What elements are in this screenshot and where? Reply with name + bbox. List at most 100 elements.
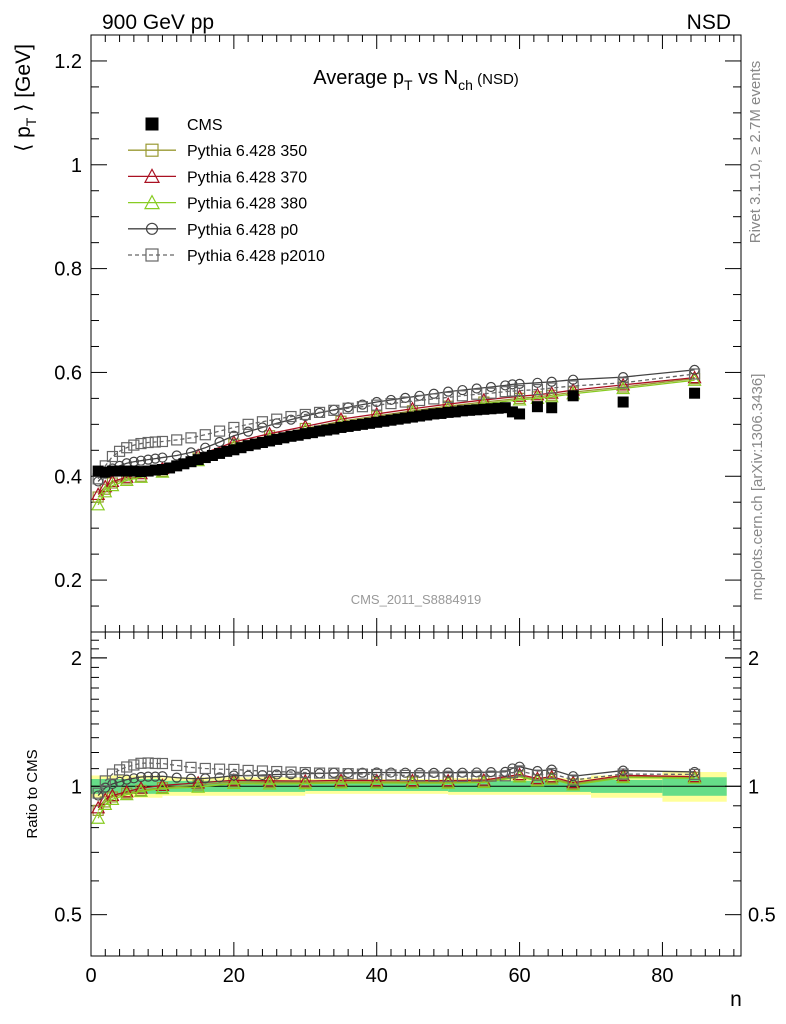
series-4-ratio-marker xyxy=(285,766,297,778)
rivet-version-label: Rivet 3.1.10, ≥ 2.7M events xyxy=(747,61,764,244)
series-1-ratio-marker xyxy=(226,772,241,786)
series-4-ratio-marker xyxy=(399,769,411,781)
series-3-marker xyxy=(143,454,154,465)
series-4-marker xyxy=(285,410,297,423)
series-3-marker xyxy=(157,452,168,463)
series-4-marker xyxy=(546,382,558,394)
series-1-ratio-marker xyxy=(105,788,120,802)
analysis-watermark: CMS_2011_S8884919 xyxy=(351,592,482,607)
legend-marker-3 xyxy=(143,194,161,210)
series-4-marker xyxy=(299,408,311,421)
ratio-y-tick-label-right: 2 xyxy=(748,648,759,670)
series-1-ratio-marker xyxy=(616,768,631,781)
series-3-ratio-marker xyxy=(157,771,168,782)
series-2-marker xyxy=(91,497,106,511)
series-3-ratio-marker xyxy=(185,773,197,784)
series-4-ratio-marker xyxy=(356,768,369,780)
series-4-ratio-marker xyxy=(506,767,519,779)
cms-point xyxy=(514,408,526,420)
series-3-ratio-marker xyxy=(135,771,147,783)
series-3-marker xyxy=(135,455,147,466)
y-tick-label: 0.8 xyxy=(54,259,82,281)
series-2-ratio-marker xyxy=(687,770,702,784)
series-4-marker xyxy=(242,418,254,430)
series-4-marker xyxy=(271,413,283,425)
series-2-ratio-marker xyxy=(119,787,134,801)
series-4-ratio-marker xyxy=(106,768,119,780)
cms-point xyxy=(531,401,543,413)
x-axis: 0 20 40 60 80 xyxy=(85,35,735,987)
series-1-ratio-marker xyxy=(119,784,134,798)
series-3-marker xyxy=(443,386,454,397)
series-4-ratio-marker xyxy=(142,757,154,769)
series-4-ratio-marker xyxy=(156,757,169,770)
series-1-ratio-marker xyxy=(298,773,313,787)
y-tick-label: 0.6 xyxy=(54,362,82,384)
ratio-y-tick-label-right: 0.5 xyxy=(748,905,776,927)
series-4-ratio-marker xyxy=(328,767,340,779)
series-4-ratio-marker xyxy=(149,757,161,770)
series-3-marker xyxy=(471,383,482,394)
series-3-ratio-marker xyxy=(128,773,139,784)
legend-label-2: Pythia 6.428 370 xyxy=(187,169,307,186)
series-3-marker xyxy=(507,379,518,390)
series-2-ratio-marker xyxy=(133,784,149,797)
series-4-ratio-marker xyxy=(228,763,240,776)
series-4-marker xyxy=(428,393,440,405)
mcplots-label: mcplots.cern.ch [arXiv:1306.3436] xyxy=(749,374,766,601)
series-4-ratio-marker xyxy=(567,774,579,786)
cms-point xyxy=(617,396,629,408)
series-3-ratio-marker xyxy=(114,776,125,787)
legend-marker-0 xyxy=(145,117,159,131)
series-4-marker xyxy=(342,402,354,414)
series-2-ratio-marker xyxy=(262,776,277,790)
series-1-ratio-marker xyxy=(544,769,559,783)
ratio-y-tick-label: 1 xyxy=(71,776,82,798)
series-1-ratio-marker xyxy=(133,780,149,794)
legend-marker-5 xyxy=(145,248,159,262)
x-tick-label: 20 xyxy=(223,965,245,987)
series-4-marker xyxy=(456,390,469,402)
series-4-marker xyxy=(506,385,519,397)
series-2-ratio-marker xyxy=(298,776,313,790)
legend-marker-4 xyxy=(145,222,159,235)
series-3-ratio-marker xyxy=(228,770,239,781)
legend: CMS Pythia 6.428 350 Pythia 6.428 370 Pythi… xyxy=(128,117,325,265)
series-3-marker xyxy=(457,384,468,396)
main-series-layer xyxy=(91,364,702,511)
cms-point xyxy=(689,387,701,399)
series-4-ratio-marker xyxy=(135,757,147,769)
y-axis-main: 0.2 0.4 0.6 0.8 1 1.2 xyxy=(54,34,741,633)
ratio-y-tick-label: 2 xyxy=(71,648,82,670)
series-4-ratio-marker xyxy=(471,770,483,782)
series-4-marker xyxy=(485,387,497,399)
series-4-marker xyxy=(531,383,544,396)
series-3-marker xyxy=(228,430,239,441)
series-1-ratio-marker xyxy=(155,778,170,791)
series-4-marker xyxy=(256,416,269,428)
legend-label-3: Pythia 6.428 380 xyxy=(187,196,307,213)
series-4-ratio-marker xyxy=(546,767,558,780)
series-3-marker xyxy=(500,380,511,391)
series-4-marker xyxy=(156,435,169,448)
series-3-ratio-marker xyxy=(171,772,182,783)
series-1-ratio-marker xyxy=(530,771,545,785)
series-4-ratio-marker xyxy=(342,768,354,780)
series-4-ratio-marker xyxy=(617,768,629,780)
series-2-marker xyxy=(105,478,120,492)
series-1-ratio-marker xyxy=(512,767,527,781)
series-2-marker xyxy=(98,484,113,498)
ratio-y-axis-label: Ratio to CMS xyxy=(24,749,41,838)
series-1-marker xyxy=(119,470,134,483)
ratio-panel-frame xyxy=(90,631,742,957)
series-4-marker xyxy=(328,404,340,416)
series-1-ratio-marker xyxy=(566,775,581,789)
ratio-y-tick-label-right: 1 xyxy=(748,776,759,798)
x-axis-label: n xyxy=(730,988,742,1011)
series-4-ratio-marker xyxy=(242,764,254,777)
series-4-ratio-marker xyxy=(385,769,397,781)
series-1-ratio-marker xyxy=(333,773,349,786)
series-4-ratio-marker xyxy=(121,761,133,773)
series-4-ratio-marker xyxy=(213,763,226,775)
